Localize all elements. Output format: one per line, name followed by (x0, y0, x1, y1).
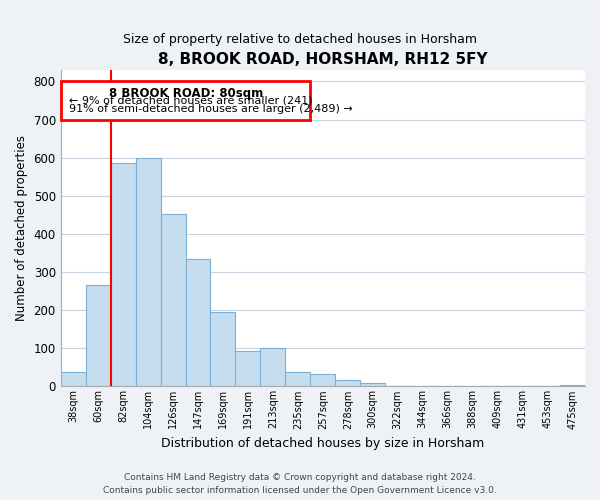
Bar (161, 214, 185, 386)
Bar (61, 372, 86, 386)
Bar (185, 260, 211, 386)
Text: 91% of semi-detached houses are larger (2,489) →: 91% of semi-detached houses are larger (… (68, 104, 352, 115)
Title: 8, BROOK ROAD, HORSHAM, RH12 5FY: 8, BROOK ROAD, HORSHAM, RH12 5FY (158, 52, 488, 68)
Bar (110, 164, 136, 386)
X-axis label: Distribution of detached houses by size in Horsham: Distribution of detached houses by size … (161, 437, 484, 450)
Bar (235, 352, 260, 386)
Bar (360, 382, 385, 386)
Text: ← 9% of detached houses are smaller (241): ← 9% of detached houses are smaller (241… (68, 96, 312, 106)
Text: 8 BROOK ROAD: 80sqm: 8 BROOK ROAD: 80sqm (109, 87, 263, 100)
Bar (335, 380, 360, 386)
Bar (136, 158, 161, 386)
Text: Contains HM Land Registry data © Crown copyright and database right 2024.
Contai: Contains HM Land Registry data © Crown c… (103, 473, 497, 495)
Bar (211, 312, 235, 386)
Y-axis label: Number of detached properties: Number of detached properties (15, 135, 28, 321)
Bar (61, 82, 310, 120)
Bar (286, 372, 310, 386)
Text: Size of property relative to detached houses in Horsham: Size of property relative to detached ho… (123, 32, 477, 46)
Bar (560, 385, 585, 386)
Bar (86, 286, 110, 386)
Bar (260, 348, 286, 387)
Bar (310, 374, 335, 386)
